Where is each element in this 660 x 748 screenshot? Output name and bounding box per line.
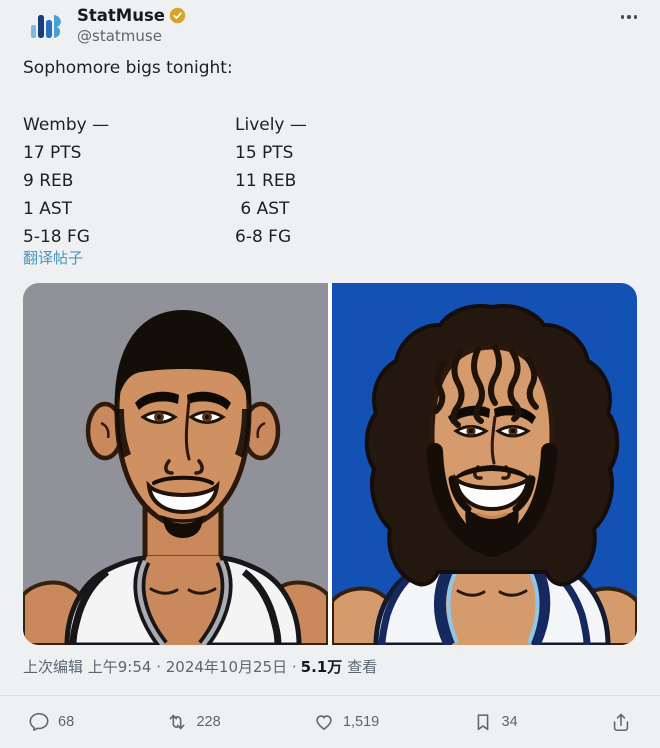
stat-line: 11 REB [235, 171, 297, 191]
stats-col-lively: Lively — 15 PTS 11 REB 6 AST 6-8 FG [235, 111, 447, 251]
views-label[interactable]: 查看 [347, 658, 378, 676]
user-handle[interactable]: @statmuse [77, 27, 162, 45]
stat-line: 9 REB [23, 171, 74, 191]
dot-icon [627, 15, 631, 19]
reply-count: 68 [58, 714, 75, 730]
statmuse-avatar[interactable] [24, 5, 66, 47]
stats-block: Wemby — 17 PTS 9 REB 1 AST 5-18 FG Livel… [23, 111, 447, 251]
player-title: Wemby — [23, 115, 110, 135]
tweet-image[interactable] [23, 283, 637, 645]
edited-timestamp: 上次编辑 上午9:54 · 2024年10月25日 · [23, 658, 297, 676]
dot-icon [620, 15, 625, 19]
stat-line: 1 AST [23, 199, 73, 219]
bookmark-count: 34 [501, 714, 518, 730]
lively-cartoon-image [332, 283, 637, 645]
repost-button[interactable]: 228 [166, 711, 221, 733]
tweet-text: Sophomore bigs tonight: [23, 58, 233, 78]
player-title: Lively — [235, 115, 307, 135]
wemby-cartoon-image [23, 283, 328, 645]
reply-button[interactable]: 68 [28, 711, 74, 733]
heart-icon [316, 715, 332, 730]
statmuse-logo-icon [31, 15, 61, 38]
translate-post-link[interactable]: 翻译帖子 [23, 249, 84, 267]
display-name[interactable]: StatMuse [77, 6, 165, 25]
stat-line: 15 PTS [235, 143, 294, 163]
bookmark-icon [477, 714, 488, 731]
share-icon [613, 713, 629, 732]
like-count: 1,519 [342, 714, 380, 730]
share-button[interactable] [610, 711, 632, 733]
stat-line: 6-8 FG [235, 227, 292, 247]
action-bar: 68 228 1,519 34 [0, 695, 660, 748]
repost-icon [169, 714, 185, 730]
dot-icon [633, 15, 638, 19]
like-button[interactable]: 1,519 [313, 711, 379, 733]
stat-line: 5-18 FG [23, 227, 90, 247]
reply-icon [29, 712, 49, 732]
gold-verified-badge-icon [169, 7, 186, 24]
views-count: 5.1万 [300, 658, 343, 676]
bookmark-button[interactable]: 34 [472, 711, 518, 733]
repost-count: 228 [196, 714, 221, 730]
stats-col-wemby: Wemby — 17 PTS 9 REB 1 AST 5-18 FG [23, 111, 235, 251]
more-options-button[interactable] [612, 4, 646, 30]
stat-line: 6 AST [235, 199, 290, 219]
stat-line: 17 PTS [23, 143, 82, 163]
post-meta: 上次编辑 上午9:54 · 2024年10月25日 · 5.1万 查看 [23, 656, 377, 677]
